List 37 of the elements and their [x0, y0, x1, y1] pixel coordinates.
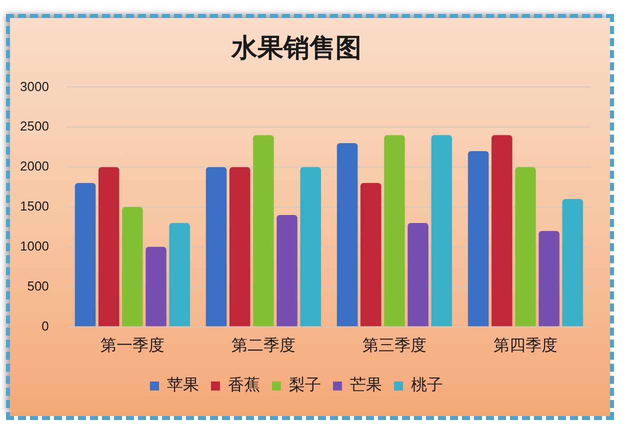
legend-label: 苹果: [167, 375, 199, 394]
y-tick-label: 2500: [20, 118, 49, 134]
legend-label: 桃子: [411, 375, 443, 394]
x-tick-label: 第一季度: [100, 336, 164, 355]
bar: [229, 167, 250, 326]
bar: [122, 207, 143, 326]
legend-label: 梨子: [289, 375, 321, 394]
x-tick-label: 第三季度: [362, 336, 426, 355]
bar: [276, 214, 298, 326]
bar: [431, 135, 452, 326]
bar: [300, 167, 321, 326]
bar: [74, 183, 96, 326]
bar: [336, 143, 358, 326]
bar: [253, 135, 274, 326]
bar: [98, 167, 120, 326]
bar: [206, 167, 227, 326]
y-tick-label: 1000: [20, 238, 49, 254]
y-tick-label: 2000: [20, 158, 49, 174]
bar: [384, 135, 405, 326]
y-tick-label: 0: [42, 318, 49, 334]
x-tick-label: 第二季度: [231, 336, 296, 355]
bar: [360, 183, 382, 326]
bar: [515, 167, 536, 326]
bar: [408, 222, 428, 326]
chart-title: 水果销售图: [230, 33, 362, 62]
bar: [169, 222, 190, 326]
y-tick-label: 1500: [20, 198, 49, 214]
bar: [562, 199, 584, 326]
y-tick-label: 3000: [20, 78, 49, 94]
legend-label: 芒果: [350, 375, 382, 394]
bar: [146, 246, 166, 326]
bar: [468, 151, 489, 326]
x-tick-label: 第四季度: [493, 336, 558, 355]
bar: [538, 230, 560, 326]
legend-label: 香蕉: [228, 375, 260, 394]
bar: [492, 135, 512, 326]
y-tick-label: 500: [27, 278, 49, 294]
